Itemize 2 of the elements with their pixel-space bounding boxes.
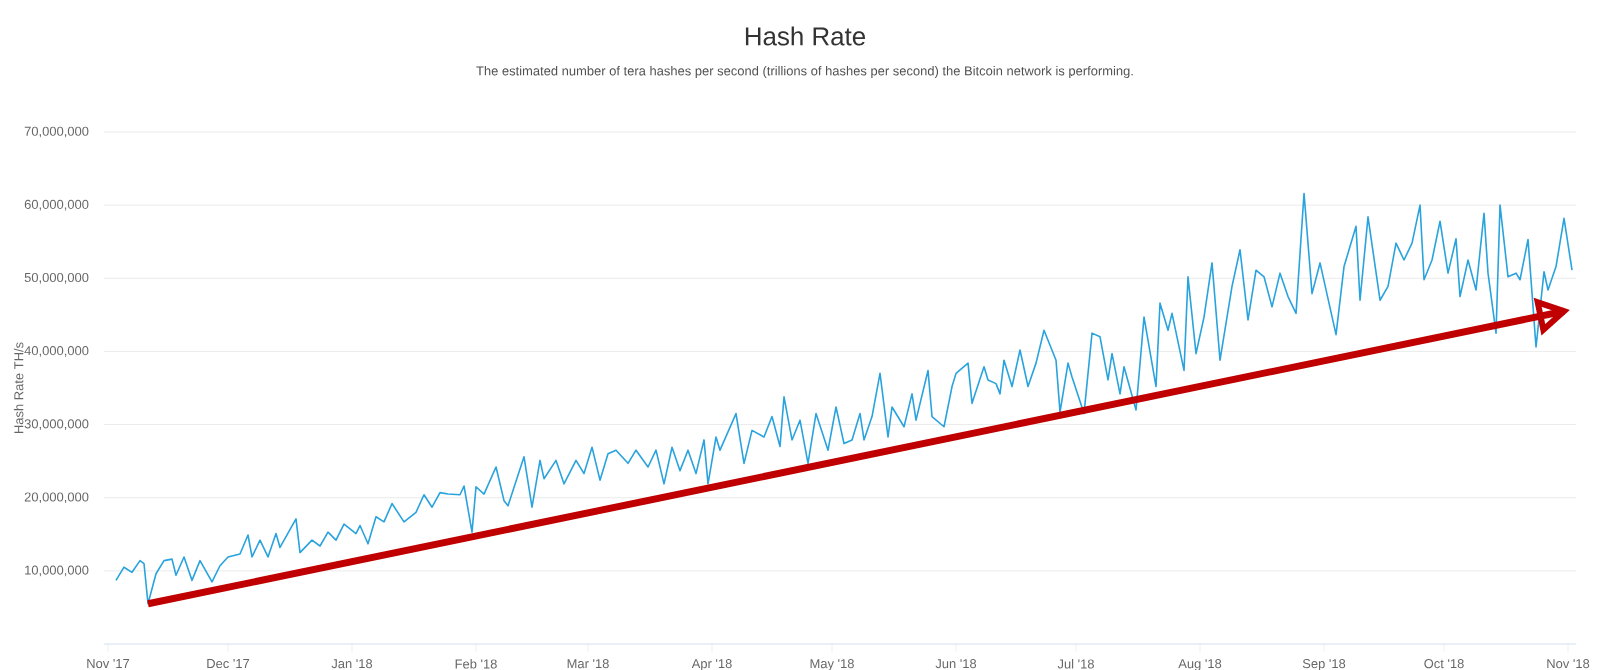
chart-title: Hash Rate <box>745 26 866 46</box>
line-series <box>115 192 1573 605</box>
